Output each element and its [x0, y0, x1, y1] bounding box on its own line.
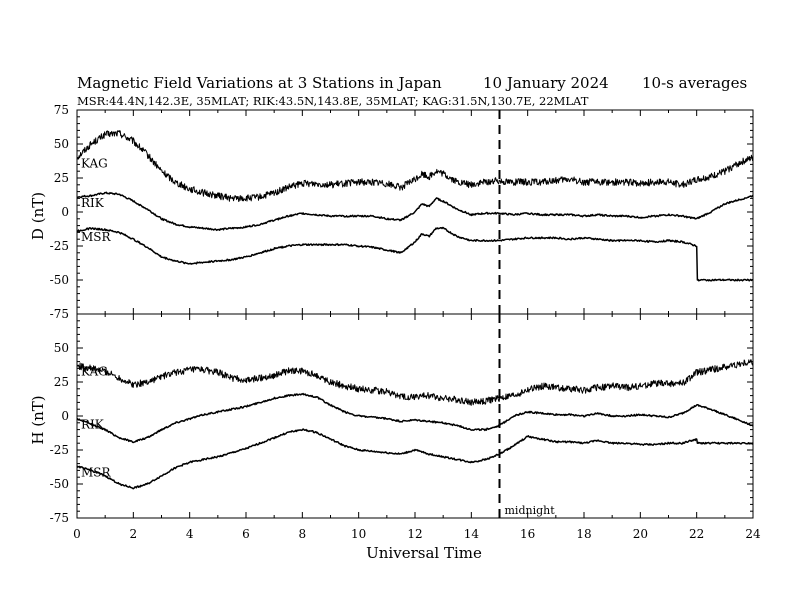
chart-averaging: 10-s averages — [642, 74, 747, 92]
d-y-tick-label: 75 — [54, 103, 69, 117]
h-y-tick-label: -25 — [50, 443, 69, 457]
h-series-label-rik: RIK — [81, 418, 105, 432]
x-tick-label: 14 — [464, 527, 480, 541]
x-tick-label: 4 — [186, 527, 194, 541]
d-series-label-rik: RIK — [81, 196, 105, 210]
h-series-msr — [76, 428, 754, 490]
chart-title: Magnetic Field Variations at 3 Stations … — [77, 74, 442, 92]
x-tick-label: 8 — [299, 527, 307, 541]
x-axis-label: Universal Time — [366, 544, 482, 562]
x-tick-label: 0 — [73, 527, 81, 541]
x-tick-label: 24 — [745, 527, 761, 541]
x-tick-label: 10 — [351, 527, 366, 541]
h-series-kag — [76, 359, 754, 406]
chart-subtitle: MSR:44.4N,142.3E, 35MLAT; RIK:43.5N,143.… — [77, 94, 589, 108]
midnight-label: midnight — [505, 504, 556, 517]
x-tick-label: 22 — [689, 527, 704, 541]
chart-date: 10 January 2024 — [483, 74, 609, 92]
d-series-rik — [76, 191, 754, 232]
d-series-kag — [76, 130, 754, 202]
h-series-rik — [76, 392, 754, 444]
d-y-tick-label: -50 — [50, 273, 69, 287]
d-axis-label: D (nT) — [29, 192, 47, 240]
x-tick-label: 6 — [242, 527, 250, 541]
d-series-msr — [76, 226, 753, 282]
h-y-tick-label: 0 — [61, 409, 69, 423]
x-tick-label: 2 — [130, 527, 138, 541]
d-series-label-kag: KAG — [81, 157, 108, 171]
h-series-label-msr: MSR — [81, 465, 112, 479]
d-panel: 75 50 25 0 -25 -50 -75 KAG RIK MSR — [50, 103, 754, 321]
d-y-tick-label: 0 — [61, 205, 69, 219]
x-tick-label: 18 — [576, 527, 591, 541]
h-axis-label: H (nT) — [29, 395, 47, 444]
x-tick-label: 16 — [520, 527, 535, 541]
h-series-label-kag: KAG — [81, 365, 108, 379]
d-y-tick-label: -75 — [50, 307, 69, 321]
d-y-tick-label: -25 — [50, 239, 69, 253]
h-y-tick-label: -75 — [50, 511, 69, 525]
d-y-tick-label: 25 — [54, 171, 69, 185]
x-tick-label: 12 — [407, 527, 422, 541]
h-y-tick-label: 25 — [54, 375, 69, 389]
x-tick-label: 20 — [633, 527, 648, 541]
h-y-tick-label: -50 — [50, 477, 69, 491]
h-y-tick-label: 50 — [54, 341, 69, 355]
d-series-label-msr: MSR — [81, 230, 112, 244]
d-y-tick-label: 50 — [54, 137, 69, 151]
